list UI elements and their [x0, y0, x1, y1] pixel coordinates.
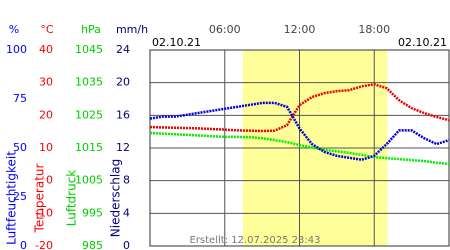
y-tick-label: 25 [13, 190, 27, 203]
axis-unit: hPa [81, 23, 101, 36]
x-tick-label: 12:00 [284, 23, 316, 36]
y-tick-label: 4 [123, 206, 130, 219]
y-tick-label: 995 [82, 206, 103, 219]
y-tick-label: 1025 [75, 108, 103, 121]
axis-title: Temperatur [33, 163, 47, 233]
y-tick-label: 0 [46, 174, 53, 187]
footer: Erstellt: 12.07.2025 23:43 [190, 235, 321, 246]
axis-title: Luftdruck [65, 170, 79, 227]
y-tick-label: 0 [20, 239, 27, 250]
y-tick-label: -20 [35, 239, 53, 250]
y-tick-label: 100 [6, 43, 27, 56]
y-tick-label: 1045 [75, 43, 103, 56]
data-line [149, 101, 450, 162]
y-tick-label: 20 [39, 108, 53, 121]
date-start: 02.10.21 [152, 36, 201, 49]
y-tick-label: 12 [116, 141, 130, 154]
y-tick-label: -10 [35, 206, 53, 219]
y-tick-label: 8 [123, 174, 130, 187]
y-tick-label: 1015 [75, 141, 103, 154]
y-tick-label: 24 [116, 43, 130, 56]
y-tick-label: 1005 [75, 174, 103, 187]
y-tick-label: 1035 [75, 76, 103, 89]
data-line [149, 83, 450, 133]
axis-unit: % [9, 23, 19, 36]
axis-unit: °C [40, 23, 54, 36]
y-tick-label: 30 [39, 76, 53, 89]
date-end: 02.10.21 [398, 36, 447, 49]
data-line [149, 131, 450, 166]
y-tick-label: 50 [13, 141, 27, 154]
axis-unit: mm/h [116, 23, 148, 36]
x-tick-label: 06:00 [209, 23, 241, 36]
axis-title: Niederschlag [109, 159, 123, 237]
y-tick-label: 40 [39, 43, 53, 56]
plot-frame [149, 49, 450, 247]
y-tick-label: 985 [82, 239, 103, 250]
y-tick-label: 16 [116, 108, 130, 121]
y-tick-label: 75 [13, 92, 27, 105]
axis-title: Luftfeuchtigkeit [5, 151, 19, 245]
y-tick-label: 0 [123, 239, 130, 250]
y-tick-label: 20 [116, 76, 130, 89]
x-tick-label: 18:00 [358, 23, 390, 36]
y-tick-label: 10 [39, 141, 53, 154]
